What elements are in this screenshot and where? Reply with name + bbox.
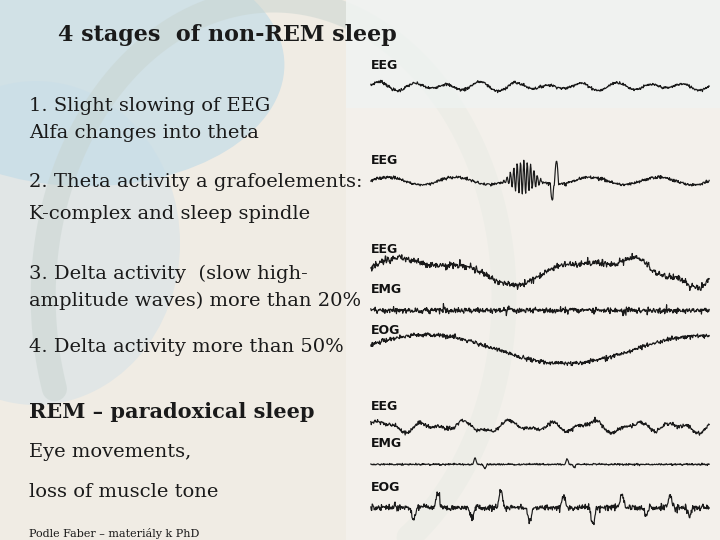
Text: REM – paradoxical sleep: REM – paradoxical sleep	[29, 402, 315, 422]
Text: 3. Delta activity  (slow high-: 3. Delta activity (slow high-	[29, 265, 307, 283]
Text: 2. Theta activity a grafoelements:: 2. Theta activity a grafoelements:	[29, 173, 362, 191]
Text: loss of muscle tone: loss of muscle tone	[29, 483, 218, 501]
Text: EOG: EOG	[371, 324, 400, 337]
Ellipse shape	[0, 81, 180, 405]
Text: EMG: EMG	[371, 284, 402, 296]
Text: EEG: EEG	[371, 59, 398, 72]
Text: EOG: EOG	[371, 481, 400, 494]
Bar	[346, 0, 720, 108]
Text: Eye movements,: Eye movements,	[29, 443, 191, 461]
Text: 4. Delta activity more than 50%: 4. Delta activity more than 50%	[29, 338, 343, 355]
Text: EEG: EEG	[371, 400, 398, 413]
Text: 1. Slight slowing of EEG: 1. Slight slowing of EEG	[29, 97, 270, 115]
Bar	[346, 0, 720, 540]
Text: EEG: EEG	[371, 154, 398, 167]
Text: EEG: EEG	[371, 243, 398, 256]
Text: Podle Faber – materiály k PhD: Podle Faber – materiály k PhD	[29, 528, 199, 539]
Ellipse shape	[0, 0, 284, 186]
Text: 4 stages  of non-REM sleep: 4 stages of non-REM sleep	[58, 24, 396, 46]
Text: EMG: EMG	[371, 437, 402, 450]
Text: Alfa changes into theta: Alfa changes into theta	[29, 124, 258, 142]
Text: K-complex and sleep spindle: K-complex and sleep spindle	[29, 205, 310, 223]
Text: amplitude waves) more than 20%: amplitude waves) more than 20%	[29, 292, 361, 310]
